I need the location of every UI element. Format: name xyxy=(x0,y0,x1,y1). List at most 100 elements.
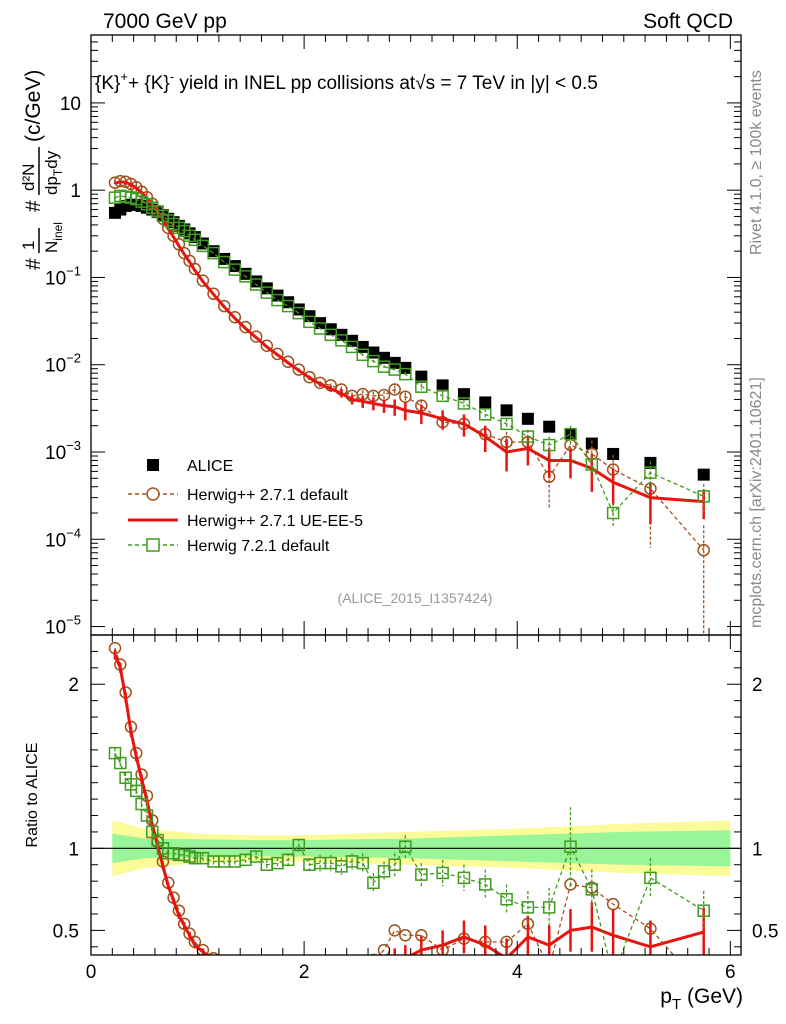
herwig7-ratio-point xyxy=(249,850,263,863)
legend-marker-herwig7 xyxy=(146,538,160,552)
herwig-default-point xyxy=(697,543,710,557)
herwig7-point xyxy=(281,299,295,313)
alice-point xyxy=(479,396,492,409)
ratio-y-tick-label-right: 1 xyxy=(752,839,763,860)
herwig-default-point xyxy=(271,347,284,361)
herwig7-ratio-point xyxy=(292,838,306,852)
herwig7-point xyxy=(500,417,513,431)
herwig7-ratio-point xyxy=(415,868,428,881)
herwig7-point xyxy=(303,315,316,329)
herwig-default-point xyxy=(239,320,252,334)
ratio-y-tick-label: 0.5 xyxy=(53,921,79,942)
herwig-default-point xyxy=(188,262,202,276)
ratio-y-axis-label: Ratio to ALICE xyxy=(24,743,41,848)
alice-point xyxy=(388,356,401,369)
herwig7-point xyxy=(521,430,535,443)
herwig7-point xyxy=(415,380,428,393)
alice-point xyxy=(228,260,241,273)
herwig-default-ratio-point xyxy=(272,972,283,983)
sqrt-icon: √ xyxy=(415,73,426,94)
herwig-default-ratio-point xyxy=(544,963,555,974)
legend-label-alice: ALICE xyxy=(187,458,233,475)
alice-point xyxy=(543,420,556,433)
herwig7-point xyxy=(249,278,263,291)
herwig-default-ratio-point xyxy=(283,972,294,983)
alice-point xyxy=(260,282,273,295)
herwig-default-point xyxy=(228,310,242,324)
herwig7-point xyxy=(399,367,412,381)
alice-point xyxy=(292,303,305,316)
main-y-axis-label: # 1 Ninel # d²N dpTdy (c/GeV) xyxy=(19,70,65,270)
herwig7-point xyxy=(356,348,369,362)
herwig7-ratio-point xyxy=(114,756,127,770)
svg-text:Ninel: Ninel xyxy=(42,222,65,253)
herwig-default-ratio-point xyxy=(177,917,191,931)
svg-text:dpTdy: dpTdy xyxy=(42,150,65,195)
analysis-id: (ALICE_2015_I1357424) xyxy=(338,590,493,606)
herwig7-point xyxy=(644,466,657,479)
herwig-default-ratio-point xyxy=(357,959,368,970)
legend-label-herwig7: Herwig 7.2.1 default xyxy=(187,538,330,555)
main-plot-title: {K}++ {K}- yield in INEL pp collisions a… xyxy=(95,69,598,94)
herwig-default-point xyxy=(303,370,316,384)
ratio-y-tick-label: 2 xyxy=(68,675,79,696)
y-tick-label: 1 xyxy=(70,181,81,202)
ue-ee-5-ratio-line xyxy=(113,654,705,955)
x-tick-label: 2 xyxy=(299,962,310,983)
herwig7-point xyxy=(335,334,348,347)
svg-text:d²N: d²N xyxy=(19,164,38,191)
svg-text:#: # xyxy=(22,258,45,270)
herwig-default-ratio-point xyxy=(336,968,347,979)
header-right: Soft QCD xyxy=(643,10,733,33)
alice-point xyxy=(282,296,295,309)
herwig7-point xyxy=(196,239,210,253)
legend-marker-alice xyxy=(147,459,159,471)
herwig7-ratio-point xyxy=(521,901,535,914)
herwig7-point xyxy=(260,286,274,299)
herwig7-ratio-point xyxy=(388,858,401,871)
herwig7-ratio-point xyxy=(130,784,143,798)
herwig7-ratio-point xyxy=(542,901,556,914)
alice-point xyxy=(239,267,252,280)
herwig7-ratio-point xyxy=(697,904,710,917)
herwig7-point xyxy=(542,438,556,452)
herwig-default-point xyxy=(388,383,401,396)
x-tick-label: 6 xyxy=(725,962,736,983)
ratio-y-tick-label-right: 0.5 xyxy=(752,921,778,942)
herwig-default-point xyxy=(292,363,306,376)
herwig7-point xyxy=(564,427,577,441)
x-axis-label: pT (GeV) xyxy=(660,985,743,1013)
herwig-default-ratio-point xyxy=(388,924,401,937)
alice-point xyxy=(697,468,710,481)
legend-label-herwig-default: Herwig++ 2.7.1 default xyxy=(187,487,349,504)
herwig7-point xyxy=(479,408,492,421)
y-tick-label: 10 xyxy=(60,94,81,115)
herwig7-ratio-point xyxy=(608,971,619,982)
herwig7-point xyxy=(697,490,710,503)
herwig-default-ratio-point xyxy=(347,969,358,980)
alice-point xyxy=(378,351,391,364)
herwig-default-point xyxy=(217,299,231,313)
herwig7-ratio-point xyxy=(140,809,154,822)
herwig7-point xyxy=(606,506,620,520)
herwig-default-point xyxy=(196,274,210,287)
herwig-default-ratio-point xyxy=(369,953,378,955)
herwig7-ratio-point xyxy=(585,883,599,896)
herwig-default-ratio-point xyxy=(208,952,219,955)
herwig7-point xyxy=(207,246,220,260)
y-tick-label: 10−1 xyxy=(45,263,81,289)
herwig7-point xyxy=(436,389,449,403)
legend-label-ue-ee-5: Herwig++ 2.7.1 UE-EE-5 xyxy=(187,513,363,530)
alice-point xyxy=(415,370,428,383)
alice-point xyxy=(521,412,534,425)
herwig-default-ratio-point xyxy=(219,959,230,970)
herwig-default-ratio-point xyxy=(315,972,326,983)
herwig7-ratio-point xyxy=(457,871,471,885)
svg-text:1: 1 xyxy=(19,241,38,250)
alice-point xyxy=(356,340,369,353)
herwig-default-point xyxy=(249,330,263,343)
ratio-y-tick-label: 1 xyxy=(68,839,79,860)
alice-point xyxy=(457,388,470,401)
svg-text:(c/GeV): (c/GeV) xyxy=(22,70,45,142)
